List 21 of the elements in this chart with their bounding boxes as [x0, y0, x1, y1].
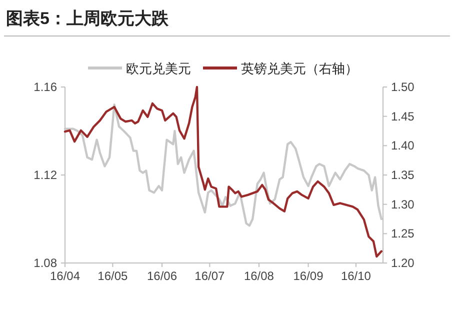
legend-label: 英镑兑美元（右轴）	[241, 61, 358, 76]
y-tick-label: 1.16	[34, 80, 58, 94]
line-series	[64, 86, 383, 258]
chart-title: 图表5：上周欧元大跌	[6, 9, 170, 28]
x-tick-label: 16/10	[340, 269, 372, 283]
y-tick-label: 1.08	[34, 256, 58, 270]
y-tick-label: 1.12	[34, 168, 58, 182]
legend-label: 欧元兑美元	[126, 61, 191, 76]
x-tick-label: 16/07	[194, 269, 226, 283]
y2-tick-label: 1.50	[391, 80, 415, 94]
y2-tick-label: 1.35	[391, 168, 415, 182]
y2-tick-label: 1.25	[391, 226, 415, 241]
y2-tick-label: 1.30	[391, 197, 415, 212]
x-tick-label: 16/08	[244, 269, 274, 283]
y2-tick-label: 1.45	[391, 109, 415, 124]
y2-tick-label: 1.40	[391, 138, 415, 153]
x-tick-label: 16/09	[293, 269, 324, 283]
x-tick-label: 16/06	[146, 269, 178, 283]
x-tick-label: 16/05	[98, 269, 128, 283]
y2-tick-label: 1.20	[391, 256, 415, 270]
x-tick-label: 16/04	[50, 269, 80, 283]
